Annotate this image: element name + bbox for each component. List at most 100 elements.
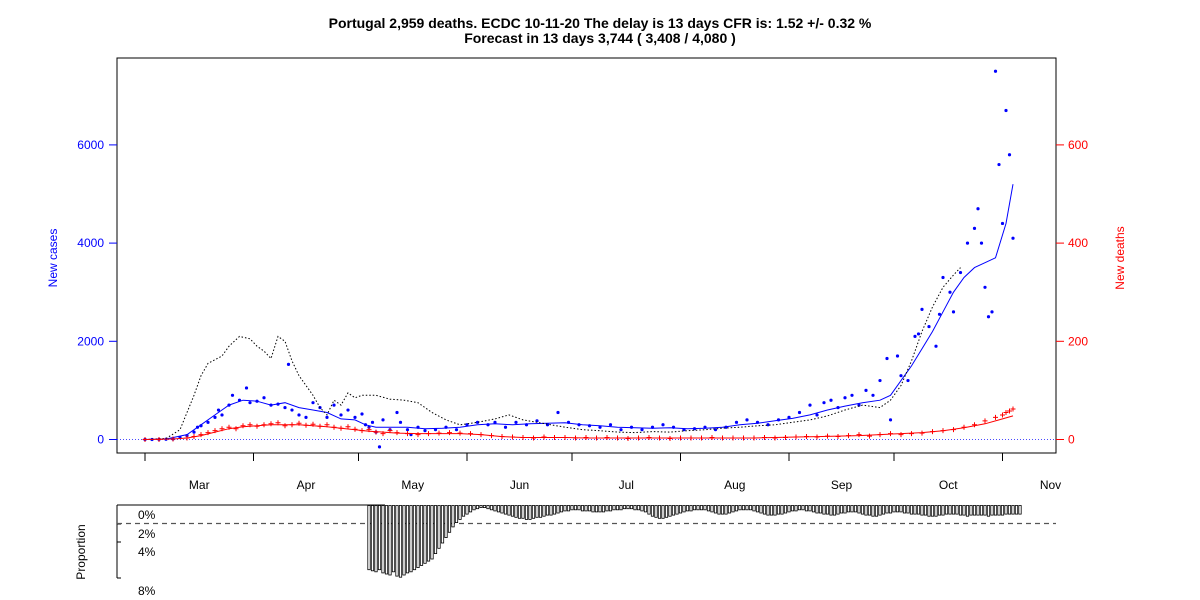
proportion-bar <box>465 505 469 515</box>
proportion-bar <box>440 505 445 544</box>
proportion-bar <box>633 505 637 511</box>
proportion-bar <box>769 505 774 516</box>
x-tick-label: Apr <box>297 478 316 492</box>
proportion-bar <box>472 505 476 511</box>
proportion-bar <box>671 505 676 516</box>
case-point <box>262 396 266 400</box>
case-point <box>346 408 350 412</box>
proportion-bar <box>976 505 980 516</box>
case-point <box>934 344 938 348</box>
proportion-bar <box>559 505 564 513</box>
case-point <box>734 420 739 424</box>
proportion-bar <box>794 505 798 512</box>
proportion-bar <box>605 505 609 512</box>
y-axis-label-right: New deaths <box>1113 226 1127 289</box>
proportion-bar <box>640 505 644 512</box>
case-point <box>986 315 991 319</box>
x-tick-label: May <box>401 478 424 492</box>
case-point <box>503 425 508 429</box>
proportion-bar <box>461 505 466 517</box>
proportion-bar <box>804 505 809 512</box>
proportion-bar <box>563 505 567 512</box>
case-point <box>493 420 497 424</box>
case-point <box>843 396 847 400</box>
x-tick-label: Oct <box>939 478 958 492</box>
case-point <box>958 270 963 275</box>
case-point <box>360 412 364 416</box>
proportion-bar <box>902 505 907 514</box>
proportion-bar <box>374 505 378 573</box>
proportion-bar <box>962 505 966 516</box>
proportion-bar <box>710 505 714 513</box>
proportion-bar <box>538 505 543 518</box>
proportion-bar <box>402 505 406 576</box>
proportion-bar <box>675 505 679 515</box>
proportion-bar <box>409 505 413 573</box>
case-point <box>990 310 994 314</box>
proportion-bar <box>888 505 893 514</box>
case-point <box>290 408 294 412</box>
proportion-bar <box>430 505 434 560</box>
proportion-bar <box>454 505 459 524</box>
case-point <box>339 413 343 417</box>
proportion-bar <box>797 505 802 511</box>
case-point <box>192 430 196 434</box>
case-point <box>976 207 980 211</box>
cases-trend-line <box>144 184 1014 440</box>
proportion-bar <box>699 505 704 511</box>
proportion-bar <box>468 505 473 513</box>
proportion-bar <box>867 505 872 516</box>
proportion-bar <box>1018 505 1022 515</box>
y-tick-label-right: 200 <box>1068 334 1088 348</box>
case-point <box>206 420 210 424</box>
proportion-bar <box>475 505 480 510</box>
proportion-bar <box>426 505 431 562</box>
case-point <box>216 408 221 412</box>
case-point <box>899 374 903 378</box>
death-point <box>993 414 998 420</box>
proportion-bar <box>930 505 935 517</box>
death-point <box>982 418 988 424</box>
proportion-bar <box>584 505 588 512</box>
proportion-bar <box>682 505 686 513</box>
proportion-axis-label: Proportion <box>74 524 88 579</box>
proportion-bar <box>535 505 539 518</box>
proportion-bar <box>601 505 606 513</box>
proportion-bar <box>878 505 882 516</box>
proportion-bar <box>570 505 574 511</box>
proportion-bar <box>381 505 385 574</box>
case-point <box>405 428 410 432</box>
proportion-bar <box>983 505 987 516</box>
proportion-bar <box>993 505 998 516</box>
proportion-bar <box>752 505 756 512</box>
proportion-bar <box>874 505 879 517</box>
proportion-bar <box>703 505 707 511</box>
case-point <box>661 423 665 427</box>
death-point <box>415 432 421 438</box>
proportion-bar <box>783 505 788 514</box>
proportion-bar <box>825 505 830 515</box>
proportion-bar <box>384 505 389 575</box>
proportion-bar <box>458 505 462 520</box>
proportion-bar <box>503 505 508 515</box>
proportion-bar <box>531 505 536 519</box>
proportion-bar <box>923 505 928 516</box>
proportion-bar <box>545 505 550 516</box>
case-point <box>423 429 427 433</box>
death-point <box>240 423 246 429</box>
case-point <box>829 398 833 402</box>
proportion-bar <box>398 505 403 578</box>
proportion-bar <box>972 505 977 516</box>
proportion-bar <box>913 505 917 515</box>
proportion-bar <box>556 505 560 514</box>
proportion-bar <box>577 505 581 511</box>
case-point <box>311 401 315 405</box>
x-tick-label: Jul <box>619 478 634 492</box>
death-point <box>268 421 274 427</box>
proportion-bar <box>720 505 725 515</box>
proportion-bar <box>423 505 427 564</box>
case-point <box>895 354 900 358</box>
proportion-bar <box>696 505 700 511</box>
proportion-bar <box>573 505 578 511</box>
